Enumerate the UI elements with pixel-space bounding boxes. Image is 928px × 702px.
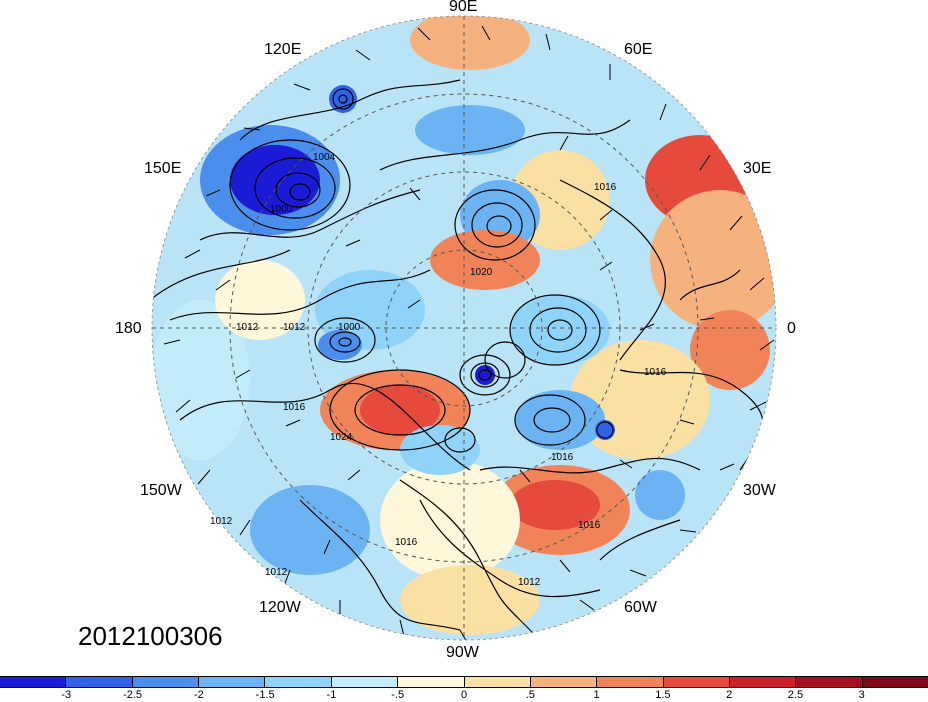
graticule [152,16,776,640]
colorbar-tick-label: 1 [593,689,600,701]
isobar-label: 1016 [594,182,617,193]
lon-label-120e: 120E [264,41,302,58]
colorbar-segment [331,677,399,687]
colorbar-segment [796,677,863,687]
colorbar-segment [199,677,266,687]
colorbar-segment [66,677,133,687]
colorbar-tick-label: 2 [726,689,733,701]
isobar-label: 1024 [330,432,353,443]
colorbar-tick-label: 0 [460,689,468,701]
isobar-label: 1020 [470,267,493,278]
isobar-label: 1016 [644,367,667,378]
colorbar-tick-label: -.5 [391,689,405,701]
colorbar-tick-label: -2.5 [123,689,143,701]
isobar-contours [152,79,764,631]
map-boundary [151,15,777,641]
lon-label-60e: 60E [624,41,653,58]
lon-label-180: 180 [115,320,142,337]
colorbar-tick-label: -2 [193,689,204,701]
colorbar-segment [862,677,928,687]
colorbar-segment [729,677,797,687]
colorbar-tick-label: -3 [61,689,72,701]
lon-label-0: 0 [787,320,796,337]
colorbar [0,676,928,688]
lon-label-150e: 150E [144,160,182,177]
lon-label-60w: 60W [624,599,657,616]
colorbar-segment [132,677,200,687]
colorbar-segment [597,677,664,687]
colorbar-segment [265,677,332,687]
lon-label-90w: 90W [446,644,479,661]
wind-barbs [163,25,775,640]
colorbar-tick-label: -1 [326,689,337,701]
lon-label-30e: 30E [743,160,772,177]
lon-label-90e: 90E [449,0,478,15]
isobar-label: 1000 [338,322,361,333]
isobar-label: 1012 [283,322,306,333]
lon-label-150w: 150W [140,482,182,499]
isobar-label: 1016 [395,537,418,548]
isobar-label: 1012 [210,516,233,527]
isobar-label: 1004 [313,152,336,163]
isobar-label: 1012 [518,577,541,588]
lon-label-120w: 120W [259,599,301,616]
isobar-label: 1016 [578,520,601,531]
isobar-label: 1012 [236,322,259,333]
colorbar-tick-label: -1.5 [255,689,275,701]
isobar-label: 1016 [283,402,306,413]
colorbar-tick-label: .5 [525,689,535,701]
colorbar-segment [663,677,730,687]
colorbar-tick-label: 3 [858,689,865,701]
colorbar-tick-label: 2.5 [787,689,804,701]
colorbar-segment [464,677,531,687]
colorbar-segment [398,677,465,687]
lon-label-30w: 30W [743,482,776,499]
isobar-label: 1000 [270,204,293,215]
colorbar-segment [530,677,598,687]
colorbar-tick-label: 1.5 [655,689,671,701]
isobar-labels: 1004 1000 1012 1012 1000 1016 1024 1020 … [210,152,667,588]
isobar-label: 1016 [551,452,574,463]
isobar-label: 1012 [265,567,288,578]
colorbar-segment [0,677,67,687]
timestamp-label: 2012100306 [78,621,223,651]
